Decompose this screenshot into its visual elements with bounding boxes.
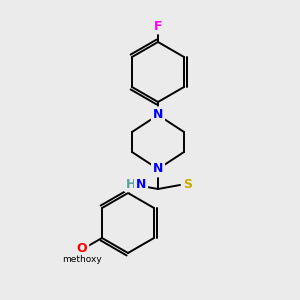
Text: F: F xyxy=(154,20,162,32)
Text: O: O xyxy=(77,242,87,256)
Text: methoxy: methoxy xyxy=(62,256,102,265)
Text: N: N xyxy=(153,109,163,122)
Text: N: N xyxy=(136,178,146,190)
Text: N: N xyxy=(153,163,163,176)
Text: S: S xyxy=(184,178,193,190)
Text: H: H xyxy=(126,178,136,190)
Text: N: N xyxy=(153,109,163,122)
